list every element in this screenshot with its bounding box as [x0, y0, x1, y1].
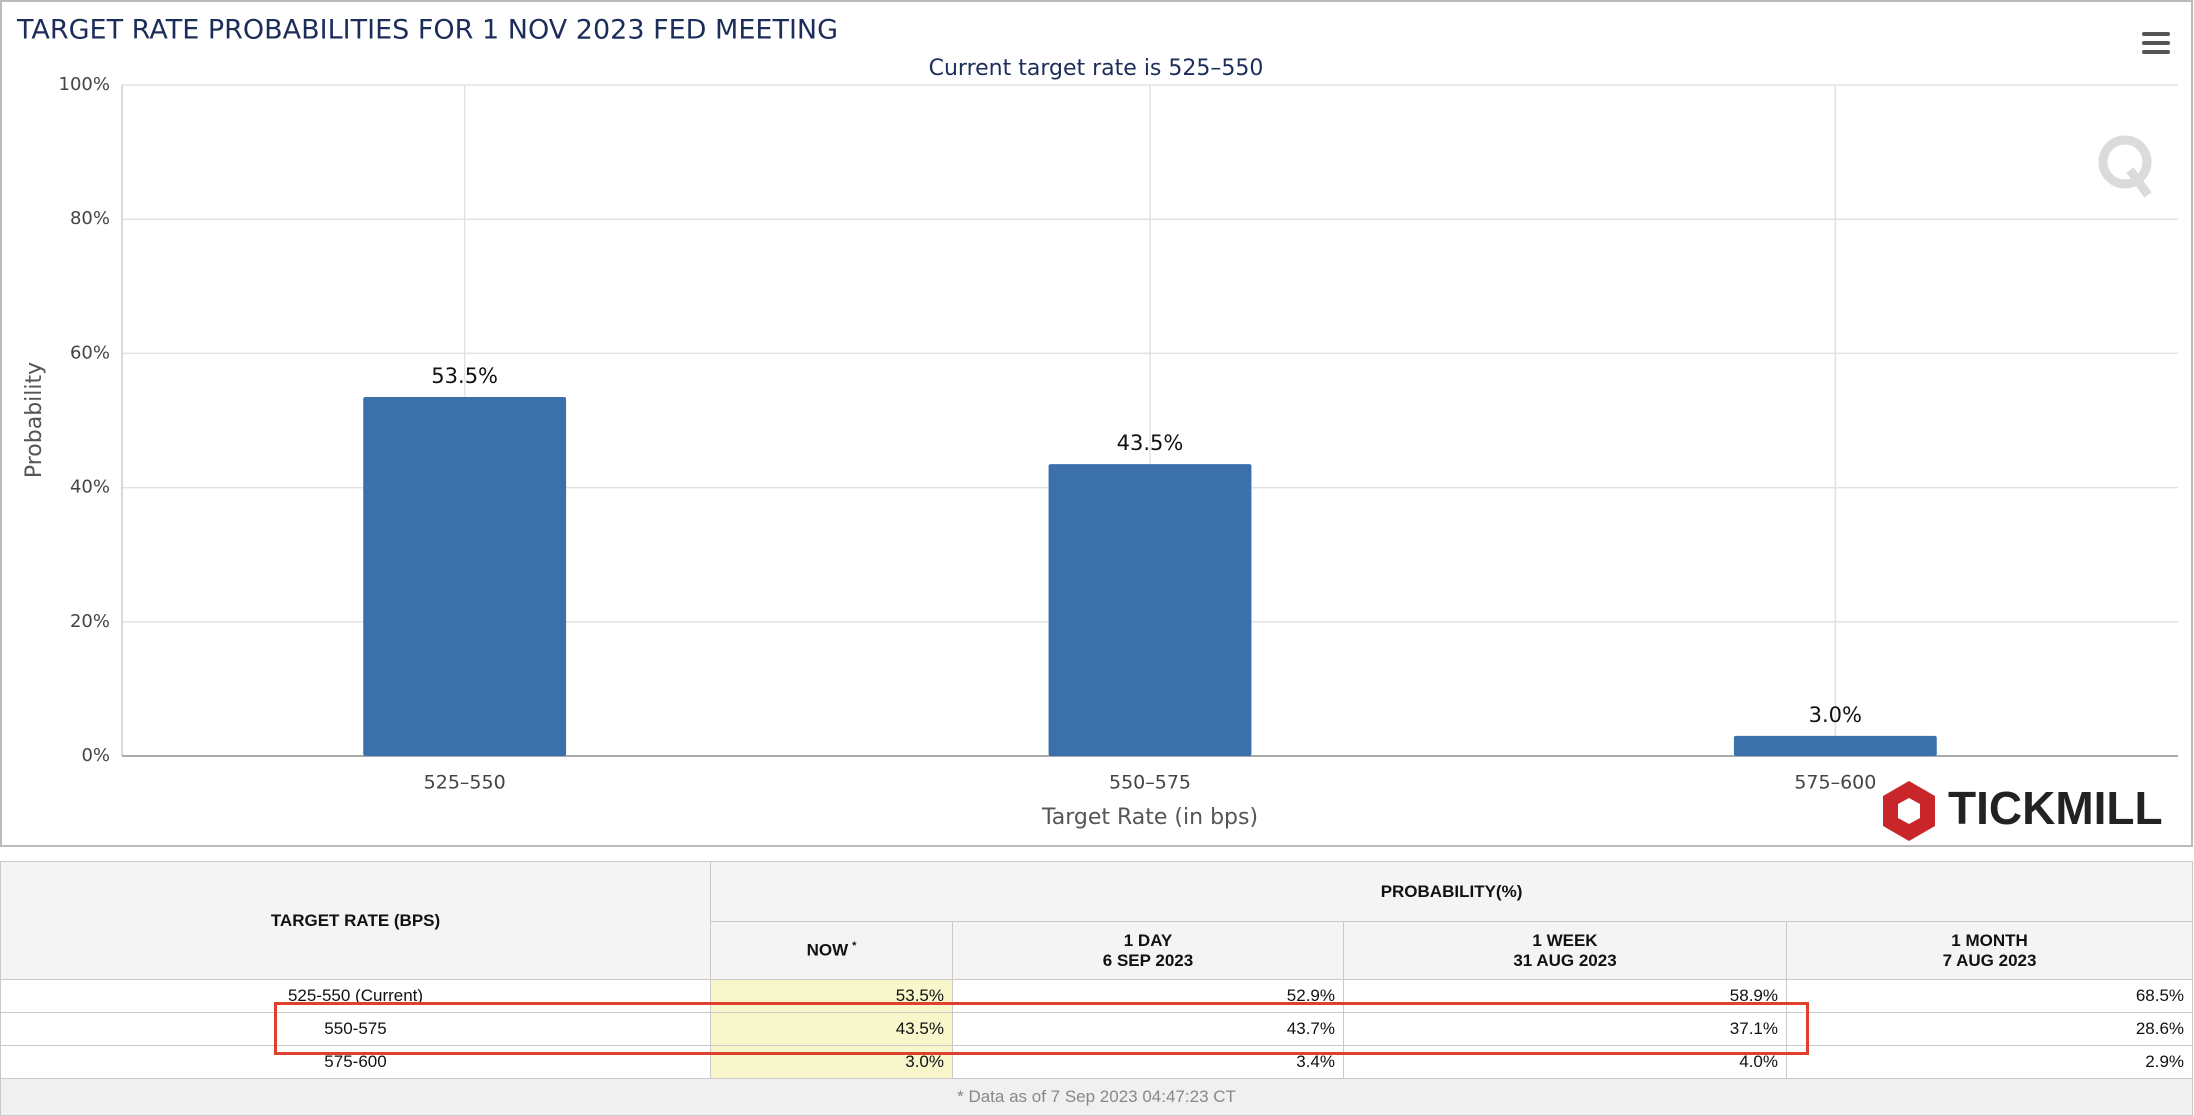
logo-mark-inner [1898, 798, 1920, 824]
logo-text: TICKMILL [1948, 782, 2163, 834]
rate-cell: 550-575 [0, 1012, 711, 1046]
data-label: 43.5% [1117, 431, 1184, 455]
probability-cell: 28.6% [1785, 1012, 2194, 1046]
watermark-tail [2126, 167, 2152, 198]
column-title: 1 DAY [1123, 930, 1173, 950]
y-tick-label: 100% [59, 74, 110, 95]
y-tick-label: 60% [70, 342, 110, 363]
y-tick-label: 0% [81, 745, 110, 766]
logo: TICKMILL [1883, 781, 2163, 841]
watermark [2098, 135, 2152, 198]
probability-cell: 68.5% [1785, 979, 2194, 1013]
chart-title: TARGET RATE PROBABILITIES FOR 1 NOV 2023… [16, 15, 838, 46]
menu-icon[interactable] [2142, 32, 2170, 54]
bar [1048, 464, 1252, 756]
probability-header: PROBABILITY(%) [709, 861, 2194, 922]
probability-cell: 3.4% [952, 1045, 1344, 1079]
table-row: 525-550 (Current) 53.5% 52.9% 58.9% 68.5% [0, 979, 2194, 1013]
column-title: NOW [806, 940, 849, 960]
column-header: NOW * [710, 921, 953, 980]
column-date: 31 AUG 2023 [1513, 950, 1617, 970]
chart-subtitle: Current target rate is 525–550 [929, 56, 1264, 81]
column-title: 1 MONTH [1951, 930, 2028, 950]
probability-cell: 43.5% [710, 1012, 953, 1046]
probability-table: TARGET RATE (BPS) PROBABILITY(%) NOW * 1 D… [0, 861, 2194, 1116]
y-tick-label: 80% [70, 208, 110, 229]
menu-bar[interactable] [2142, 32, 2170, 36]
data-label: 53.5% [431, 364, 498, 388]
x-tick-label: 525–550 [424, 772, 506, 794]
column-date: 7 AUG 2023 [1942, 950, 2037, 970]
watermark-ring [2098, 135, 2152, 189]
bar [363, 397, 567, 756]
probability-cell: 52.9% [952, 979, 1344, 1013]
table-row: 550-575 43.5% 43.7% 37.1% 28.6% [0, 1012, 2194, 1046]
column-header: 1 MONTH 7 AUG 2023 [1785, 921, 2194, 980]
column-header: 1 WEEK 31 AUG 2023 [1343, 921, 1787, 980]
highlight-box [274, 1002, 1809, 1055]
probability-cell: 2.9% [1785, 1045, 2194, 1079]
table-row: 575-600 3.0% 3.4% 4.0% 2.9% [0, 1045, 2194, 1079]
column-note: * [852, 940, 857, 953]
x-tick-label: 575–600 [1794, 772, 1876, 794]
column-date: 6 SEP 2023 [1102, 950, 1194, 970]
data-label: 3.0% [1809, 703, 1862, 727]
rate-header: TARGET RATE (BPS) [0, 861, 711, 980]
probability-cell: 43.7% [952, 1012, 1344, 1046]
footnote: * Data as of 7 Sep 2023 04:47:23 CT [0, 1078, 2194, 1116]
menu-bar[interactable] [2142, 41, 2170, 45]
probability-cell: 3.0% [710, 1045, 953, 1079]
column-title: 1 WEEK [1532, 930, 1598, 950]
probability-cell: 37.1% [1343, 1012, 1787, 1046]
column-header: 1 DAY 6 SEP 2023 [952, 921, 1344, 980]
y-tick-label: 20% [70, 611, 110, 632]
y-axis-title: Probability [22, 362, 47, 478]
probability-cell: 53.5% [710, 979, 953, 1013]
menu-bar[interactable] [2142, 50, 2170, 54]
chart: TARGET RATE PROBABILITIES FOR 1 NOV 2023… [0, 0, 2193, 847]
bar [1733, 735, 1937, 756]
y-tick-label: 40% [70, 477, 110, 498]
x-axis-title: Target Rate (in bps) [1041, 805, 1258, 830]
footnote-row: * Data as of 7 Sep 2023 04:47:23 CT [0, 1078, 2194, 1116]
x-tick-label: 550–575 [1109, 772, 1191, 794]
